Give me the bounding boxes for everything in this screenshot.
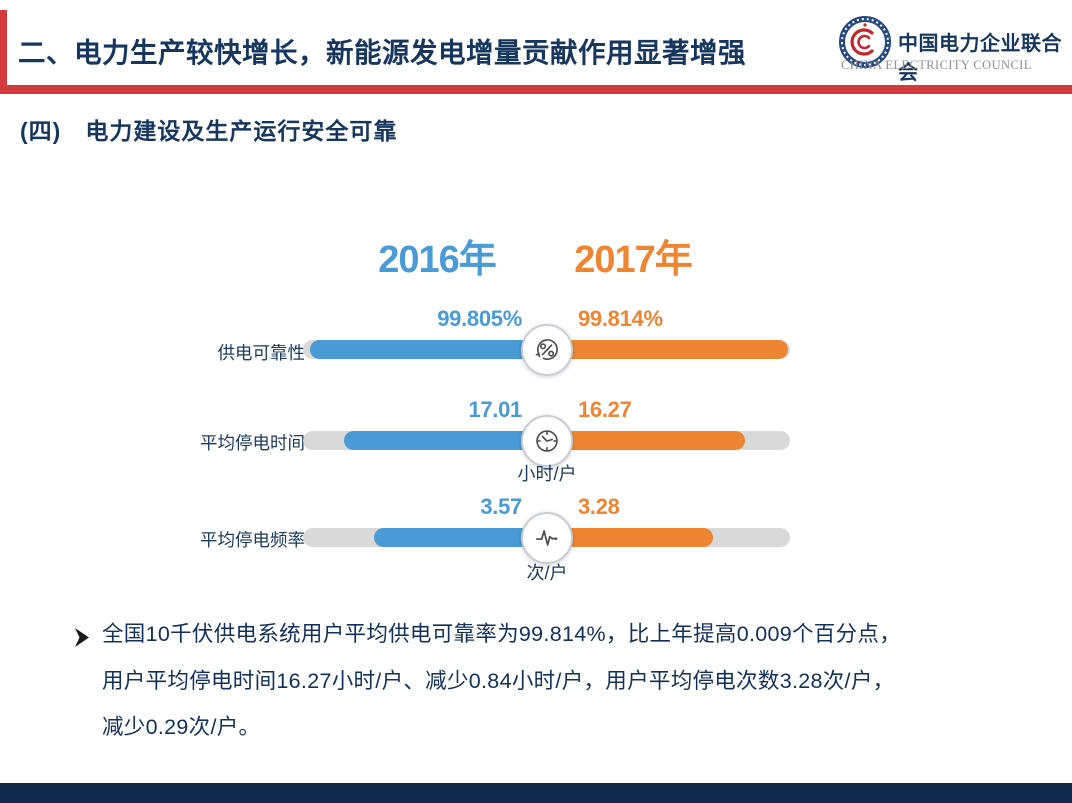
footer-navy-bar bbox=[0, 783, 1072, 803]
value-2016-reliability: 99.805% bbox=[437, 306, 522, 331]
value-2016-outage-hours: 17.01 bbox=[468, 397, 522, 422]
value-2017-outage-hours: 16.27 bbox=[578, 397, 632, 422]
bar-2017-reliability bbox=[532, 340, 788, 359]
bar-2016-reliability bbox=[310, 340, 562, 359]
bar-2016-outage-frequency bbox=[374, 528, 562, 547]
unit-outage-frequency: 次/户 bbox=[526, 563, 568, 583]
org-name-cn: 中国电力企业联合会 bbox=[898, 33, 1062, 84]
pulse-icon bbox=[521, 512, 573, 564]
bar-2017-outage-hours bbox=[532, 431, 745, 450]
summary-line-3: 减少0.29次/户。 bbox=[102, 715, 261, 739]
section-subtitle: (四) 电力建设及生产运行安全可靠 bbox=[20, 118, 398, 144]
org-name-en: CHINA ELECTRICITY COUNCIL bbox=[841, 58, 1032, 72]
value-2016-outage-frequency: 3.57 bbox=[480, 494, 522, 519]
percent-refresh-icon bbox=[521, 324, 573, 376]
bullet-arrow-icon bbox=[74, 628, 90, 647]
value-2017-reliability: 99.814% bbox=[578, 306, 663, 331]
summary-line-1: 全国10千伏供电系统用户平均供电可靠率为99.814%，比上年提高0.009个百… bbox=[102, 622, 901, 646]
header-red-divider bbox=[0, 85, 1072, 94]
row-label-reliability: 供电可靠性 bbox=[217, 343, 306, 363]
unit-outage-hours: 小时/户 bbox=[517, 464, 577, 484]
row-label-outage-hours: 平均停电时间 bbox=[200, 433, 305, 453]
summary-paragraph: 全国10千伏供电系统用户平均供电可靠率为99.814%，比上年提高0.009个百… bbox=[102, 611, 992, 751]
legend-year-2017: 2017年 bbox=[574, 239, 693, 281]
summary-line-2: 用户平均停电时间16.27小时/户、减少0.84小时/户，用户平均停电次数3.2… bbox=[102, 668, 895, 693]
value-2017-outage-frequency: 3.28 bbox=[578, 494, 620, 519]
left-red-accent-bar bbox=[0, 10, 7, 94]
clock-icon bbox=[521, 415, 573, 467]
cec-logo-icon bbox=[839, 16, 891, 68]
page-title: 二、电力生产较快增长，新能源发电增量贡献作用显著增强 bbox=[18, 37, 746, 68]
row-label-outage-frequency: 平均停电频率 bbox=[200, 530, 305, 550]
bar-2017-outage-frequency bbox=[532, 528, 713, 547]
bar-2016-outage-hours bbox=[344, 431, 562, 450]
legend-year-2016: 2016年 bbox=[378, 239, 497, 281]
